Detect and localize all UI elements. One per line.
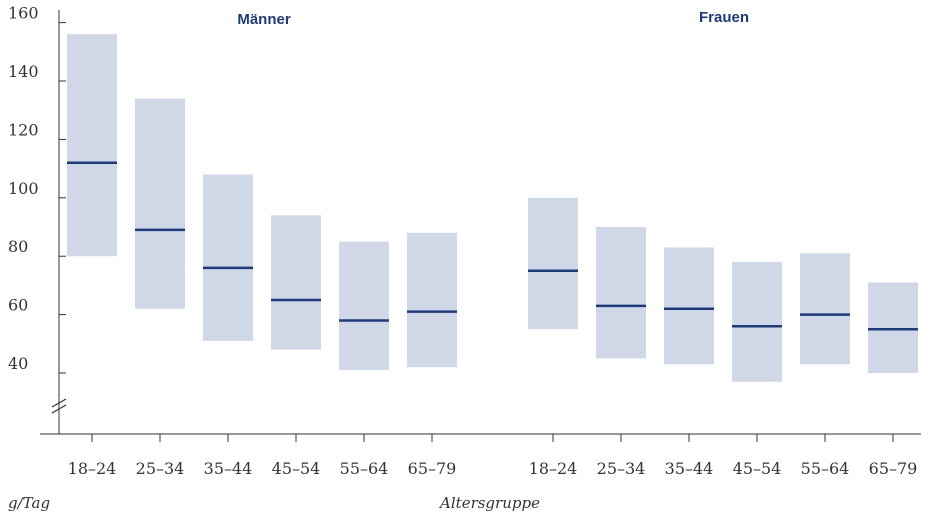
panel-title-frauen: Frauen bbox=[699, 9, 749, 26]
range-bar bbox=[800, 253, 850, 365]
range-bar bbox=[135, 98, 185, 309]
y-tick-label: 40 bbox=[8, 354, 28, 373]
range-bar bbox=[339, 241, 389, 371]
panel-title-maenner: Männer bbox=[237, 11, 291, 28]
y-tick-label: 160 bbox=[8, 4, 39, 23]
x-tick-label: 18–24 bbox=[529, 459, 578, 478]
x-tick-label: 65–79 bbox=[408, 459, 457, 478]
y-tick-label: 100 bbox=[8, 179, 39, 198]
x-tick-label: 35–44 bbox=[204, 459, 253, 478]
range-bar bbox=[528, 197, 578, 330]
axis-break-mark bbox=[51, 404, 67, 414]
y-tick-label: 140 bbox=[8, 62, 39, 81]
axes bbox=[40, 10, 921, 435]
x-tick-label: 45–54 bbox=[733, 459, 782, 478]
range-bar bbox=[271, 215, 321, 350]
x-tick-label: 25–34 bbox=[136, 459, 185, 478]
x-tick-label: 45–54 bbox=[272, 459, 321, 478]
y-tick-label: 80 bbox=[8, 237, 28, 256]
range-bar bbox=[203, 174, 253, 341]
x-tick-label: 25–34 bbox=[597, 459, 646, 478]
range-bar bbox=[407, 232, 457, 368]
x-axis-title: Altersgruppe bbox=[438, 494, 540, 512]
y-tick-label: 120 bbox=[8, 120, 39, 139]
y-axis-title: g/Tag bbox=[8, 494, 50, 512]
x-tick-label: 35–44 bbox=[665, 459, 714, 478]
range-bar bbox=[664, 247, 714, 365]
range-bar bbox=[67, 34, 117, 257]
x-tick-label: 18–24 bbox=[68, 459, 117, 478]
y-axis-ticks: 40 60 80 100 120 140 160 bbox=[8, 4, 66, 374]
x-tick-label: 55–64 bbox=[340, 459, 389, 478]
y-tick-label: 60 bbox=[8, 296, 28, 315]
range-bar bbox=[596, 227, 646, 359]
range-bar bbox=[732, 262, 782, 382]
x-tick-label: 65–79 bbox=[869, 459, 918, 478]
range-bar bbox=[868, 282, 918, 373]
x-tick-label: 55–64 bbox=[801, 459, 850, 478]
range-bars: 18–24 25–34 35–44 45–54 55–64 65–79 18–24 25–34… bbox=[67, 34, 918, 478]
axis-break-mark bbox=[51, 398, 67, 408]
